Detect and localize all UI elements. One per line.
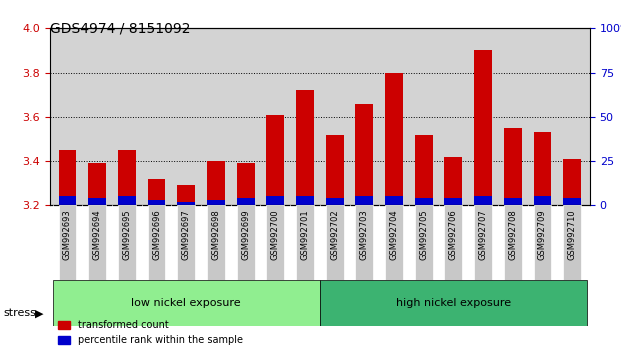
FancyBboxPatch shape — [474, 205, 492, 280]
Text: GSM992705: GSM992705 — [419, 209, 428, 260]
Text: GSM992698: GSM992698 — [211, 209, 220, 260]
Bar — [237, 163, 255, 205]
Bar — [415, 198, 433, 205]
FancyBboxPatch shape — [296, 205, 314, 280]
FancyBboxPatch shape — [88, 205, 106, 280]
Text: GDS4974 / 8151092: GDS4974 / 8151092 — [50, 21, 190, 35]
Bar — [326, 198, 343, 205]
Bar — [563, 159, 581, 205]
FancyBboxPatch shape — [266, 205, 284, 280]
Bar — [266, 115, 284, 205]
Text: low nickel exposure: low nickel exposure — [132, 298, 241, 308]
Bar — [53, 280, 320, 326]
Bar — [385, 73, 403, 205]
Text: GSM992696: GSM992696 — [152, 209, 161, 260]
Bar — [326, 135, 343, 205]
Bar — [474, 51, 492, 205]
Text: GSM992706: GSM992706 — [449, 209, 458, 260]
Bar — [148, 200, 165, 205]
Bar — [88, 163, 106, 205]
Bar — [355, 103, 373, 205]
Bar — [296, 90, 314, 205]
Bar — [58, 150, 76, 205]
Text: GSM992699: GSM992699 — [241, 209, 250, 260]
Bar — [504, 198, 522, 205]
Bar — [355, 196, 373, 205]
Bar — [207, 161, 225, 205]
Text: GSM992694: GSM992694 — [93, 209, 102, 260]
Legend: transformed count, percentile rank within the sample: transformed count, percentile rank withi… — [55, 316, 247, 349]
Bar — [533, 132, 551, 205]
FancyBboxPatch shape — [415, 205, 433, 280]
Text: GSM992695: GSM992695 — [122, 209, 132, 260]
FancyBboxPatch shape — [148, 205, 165, 280]
Text: GSM992702: GSM992702 — [330, 209, 339, 260]
Bar — [296, 196, 314, 205]
FancyBboxPatch shape — [118, 205, 136, 280]
FancyBboxPatch shape — [533, 205, 551, 280]
FancyBboxPatch shape — [385, 205, 403, 280]
Bar — [207, 200, 225, 205]
Text: high nickel exposure: high nickel exposure — [396, 298, 511, 308]
FancyBboxPatch shape — [237, 205, 255, 280]
Text: GSM992708: GSM992708 — [508, 209, 517, 260]
Text: GSM992700: GSM992700 — [271, 209, 280, 260]
FancyBboxPatch shape — [504, 205, 522, 280]
Bar — [178, 185, 195, 205]
Text: GSM992693: GSM992693 — [63, 209, 72, 260]
Bar — [533, 196, 551, 205]
Text: GSM992697: GSM992697 — [182, 209, 191, 260]
Text: ▶: ▶ — [35, 308, 44, 318]
FancyBboxPatch shape — [355, 205, 373, 280]
Text: GSM992709: GSM992709 — [538, 209, 547, 260]
FancyBboxPatch shape — [207, 205, 225, 280]
Bar — [178, 202, 195, 205]
Bar — [88, 198, 106, 205]
Bar — [266, 196, 284, 205]
Bar — [415, 135, 433, 205]
Bar — [474, 196, 492, 205]
Text: stress: stress — [3, 308, 36, 318]
Bar — [148, 179, 165, 205]
Text: GSM992701: GSM992701 — [301, 209, 309, 260]
Bar — [237, 198, 255, 205]
FancyBboxPatch shape — [326, 205, 343, 280]
Bar — [118, 196, 136, 205]
Bar — [445, 156, 462, 205]
FancyBboxPatch shape — [178, 205, 195, 280]
Bar — [504, 128, 522, 205]
Bar — [320, 280, 587, 326]
Bar — [563, 198, 581, 205]
Bar — [445, 198, 462, 205]
Bar — [58, 196, 76, 205]
FancyBboxPatch shape — [58, 205, 76, 280]
Text: GSM992710: GSM992710 — [568, 209, 577, 260]
FancyBboxPatch shape — [563, 205, 581, 280]
FancyBboxPatch shape — [445, 205, 462, 280]
Text: GSM992703: GSM992703 — [360, 209, 369, 260]
Bar — [118, 150, 136, 205]
Bar — [385, 196, 403, 205]
Text: GSM992707: GSM992707 — [479, 209, 487, 260]
Text: GSM992704: GSM992704 — [389, 209, 399, 260]
